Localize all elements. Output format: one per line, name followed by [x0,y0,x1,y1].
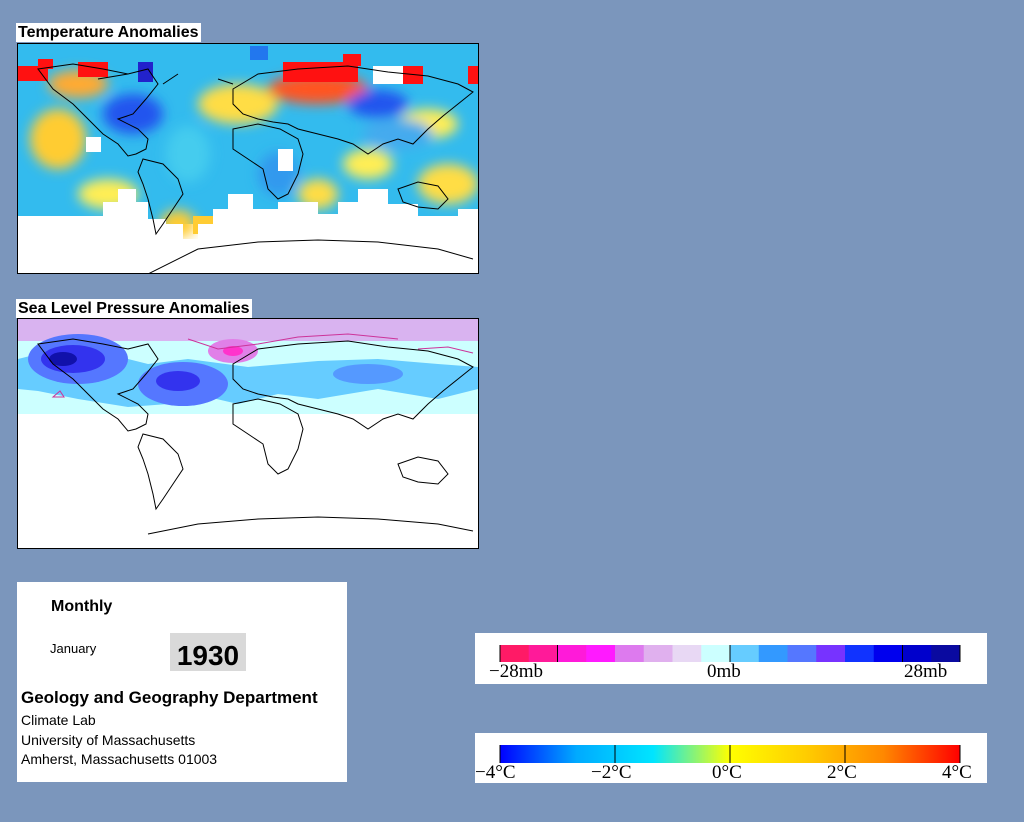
lab-name: Climate Lab [21,712,96,728]
temperature-tick-plus2: 2°C [827,762,857,783]
pressure-tick-max: 28mb [904,661,948,682]
university-name: University of Massachusetts [21,732,196,748]
pressure-color-swatch [816,645,846,662]
info-panel: Monthly January 1930 Geology and Geograp… [17,582,347,782]
pressure-title: Sea Level Pressure Anomalies [16,299,252,318]
pressure-color-swatch [902,645,932,662]
pressure-color-swatch [528,645,558,662]
pressure-color-swatch [701,645,731,662]
pressure-color-swatch [615,645,645,662]
pressure-color-swatch [758,645,788,662]
pressure-color-swatch [845,645,875,662]
pressure-color-swatch [643,645,673,662]
pressure-color-swatch [672,645,702,662]
pressure-legend: −28mb 0mb 28mb [475,633,987,684]
temperature-tick-minus4: −4°C [475,762,516,783]
temperature-title: Temperature Anomalies [16,23,201,42]
pressure-tick-min: −28mb [489,661,543,682]
pressure-color-swatch [557,645,587,662]
pressure-color-swatch [730,645,760,662]
month-label: January [50,641,97,656]
department-name: Geology and Geography Department [21,688,318,707]
temperature-tick-plus4: 4°C [942,762,972,783]
pressure-anomaly-map [17,318,479,549]
temperature-color-bar [499,745,961,763]
temperature-legend: −4°C −2°C 0°C 2°C 4°C [475,733,987,783]
temperature-tick-minus2: −2°C [591,762,632,783]
pressure-color-swatch [873,645,903,662]
temperature-anomaly-map [17,43,479,274]
pressure-color-swatch [586,645,616,662]
address: Amherst, Massachusetts 01003 [21,751,218,767]
year-label: 1930 [170,633,246,671]
pressure-tick-zero: 0mb [707,661,741,682]
temperature-tick-zero: 0°C [712,762,742,783]
pressure-color-swatch [500,645,530,662]
pressure-color-bar [499,645,961,662]
frequency-label: Monthly [51,598,113,615]
pressure-color-swatch [787,645,817,662]
pressure-color-swatch [931,645,961,662]
